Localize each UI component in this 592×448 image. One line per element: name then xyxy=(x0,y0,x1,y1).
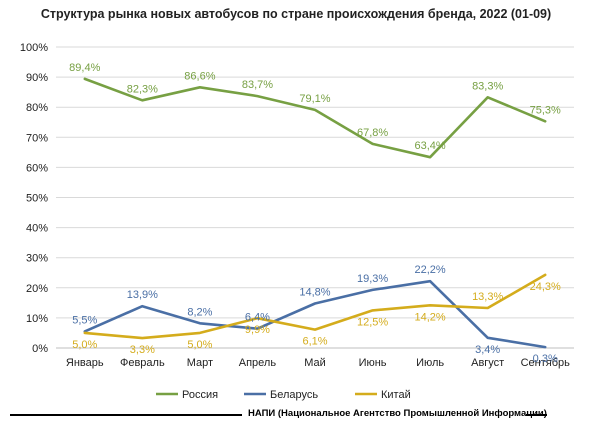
data-label: 5,0% xyxy=(72,339,97,351)
data-label: 13,3% xyxy=(472,291,503,303)
data-label: 83,3% xyxy=(472,80,503,92)
y-tick-label: 30% xyxy=(26,253,48,265)
x-tick-label: Сентябрь xyxy=(521,357,571,369)
data-label: 5,5% xyxy=(72,314,97,326)
data-label: 19,3% xyxy=(357,273,388,285)
data-label: 9,9% xyxy=(245,324,270,336)
data-label: 14,2% xyxy=(415,311,446,323)
data-label: 89,4% xyxy=(69,62,100,74)
x-tick-label: Февраль xyxy=(120,357,165,369)
data-label: 63,4% xyxy=(415,140,446,152)
source-divider-right xyxy=(526,414,547,416)
y-tick-label: 0% xyxy=(32,343,48,355)
x-tick-label: Июнь xyxy=(359,357,387,369)
y-tick-label: 100% xyxy=(20,42,48,54)
series-line-0 xyxy=(83,77,547,159)
y-tick-label: 40% xyxy=(26,223,48,235)
data-label: 8,2% xyxy=(187,306,212,318)
data-label: 86,6% xyxy=(184,70,215,82)
x-tick-label: Июль xyxy=(416,357,444,369)
legend-label-2: Китай xyxy=(381,389,411,401)
y-axis-ticks: 0% 10% 20% 30% 40% 50% 60% 70% 80% 90% 100% xyxy=(20,42,48,355)
y-tick-label: 70% xyxy=(26,132,48,144)
source-text: НАПИ (Национальное Агентство Промышленно… xyxy=(248,408,547,419)
y-tick-label: 20% xyxy=(26,283,48,295)
data-label: 0,3% xyxy=(533,353,558,365)
legend-label-0: Россия xyxy=(182,389,218,401)
source-footer: НАПИ (Национальное Агентство Промышленно… xyxy=(0,406,592,424)
x-tick-label: Март xyxy=(187,357,213,369)
x-tick-label: Апрель xyxy=(239,357,277,369)
x-axis-ticks: Январь Февраль Март Апрель Май Июнь Июль Август… xyxy=(66,357,570,369)
gridlines xyxy=(56,46,574,349)
data-label: 6,1% xyxy=(302,336,327,348)
chart-title: Структура рынка новых автобусов по стран… xyxy=(40,7,552,21)
y-tick-label: 80% xyxy=(26,102,48,114)
x-tick-label: Май xyxy=(304,357,326,369)
data-label: 22,2% xyxy=(415,264,446,276)
legend: Россия Беларусь Китай xyxy=(156,389,411,401)
legend-label-1: Беларусь xyxy=(270,389,318,401)
data-label: 14,8% xyxy=(299,286,330,298)
data-label: 6,4% xyxy=(245,312,270,324)
x-tick-label: Август xyxy=(471,357,504,369)
data-label: 5,0% xyxy=(187,339,212,351)
data-label: 3,4% xyxy=(475,344,500,356)
y-tick-label: 60% xyxy=(26,162,48,174)
data-label: 24,3% xyxy=(530,281,561,293)
data-label: 67,8% xyxy=(357,127,388,139)
data-label: 12,5% xyxy=(357,316,388,328)
series-lines xyxy=(83,77,547,349)
series-line-1 xyxy=(83,279,547,349)
source-divider-left xyxy=(10,414,242,416)
data-label: 3,3% xyxy=(130,344,155,356)
x-tick-label: Январь xyxy=(66,357,104,369)
y-tick-label: 50% xyxy=(26,193,48,205)
data-label: 13,9% xyxy=(127,289,158,301)
data-label: 82,3% xyxy=(127,83,158,95)
data-label: 75,3% xyxy=(530,104,561,116)
line-chart: 0% 10% 20% 30% 40% 50% 60% 70% 80% 90% 100% Январь… xyxy=(20,42,574,401)
data-labels: 89,4% 82,3% 86,6% 83,7% 79,1% 67,8% 63,4% 83,3%… xyxy=(69,62,561,365)
data-label: 79,1% xyxy=(299,93,330,105)
data-label: 83,7% xyxy=(242,79,273,91)
y-tick-label: 10% xyxy=(26,313,48,325)
y-tick-label: 90% xyxy=(26,72,48,84)
series-line-2 xyxy=(83,273,547,340)
